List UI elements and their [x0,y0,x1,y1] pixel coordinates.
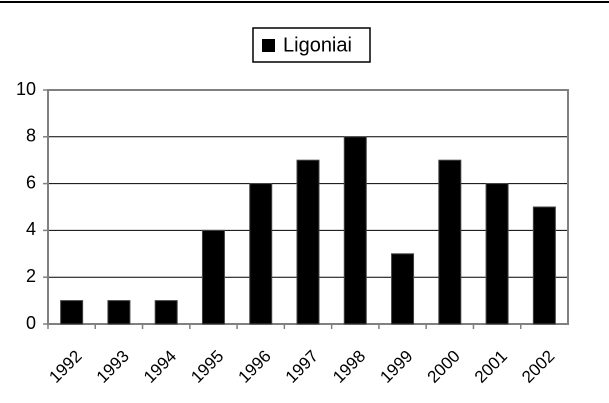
y-tick-label: 4 [26,219,36,239]
x-tick-label: 1999 [376,347,416,387]
bar [201,229,225,325]
y-tick-label: 2 [26,266,36,286]
y-tick-label: 0 [26,313,36,333]
bar [60,300,84,325]
y-tick-label: 8 [26,126,36,146]
x-tick-label: 1996 [235,347,275,387]
y-tick-label: 10 [16,79,36,99]
bar [107,300,131,325]
x-tick-label: 1998 [329,347,369,387]
legend-swatch [262,39,275,52]
x-tick-label: 2002 [518,347,558,387]
bar [485,183,509,325]
x-tick-label: 1993 [93,347,133,387]
legend-label: Ligoniai [283,34,352,56]
x-tick-label: 2001 [471,347,511,387]
bar [296,159,320,325]
x-tick-label: 1992 [45,347,85,387]
x-tick-label: 1997 [282,347,322,387]
bar [391,253,415,325]
bar [438,159,462,325]
y-tick-label: 6 [26,172,36,192]
bar [154,300,178,325]
x-tick-label: 1994 [140,347,180,387]
bar [343,136,367,325]
bar [249,183,273,325]
x-tick-label: 1995 [187,347,227,387]
x-tick-label: 2000 [424,347,464,387]
bar [532,206,556,325]
